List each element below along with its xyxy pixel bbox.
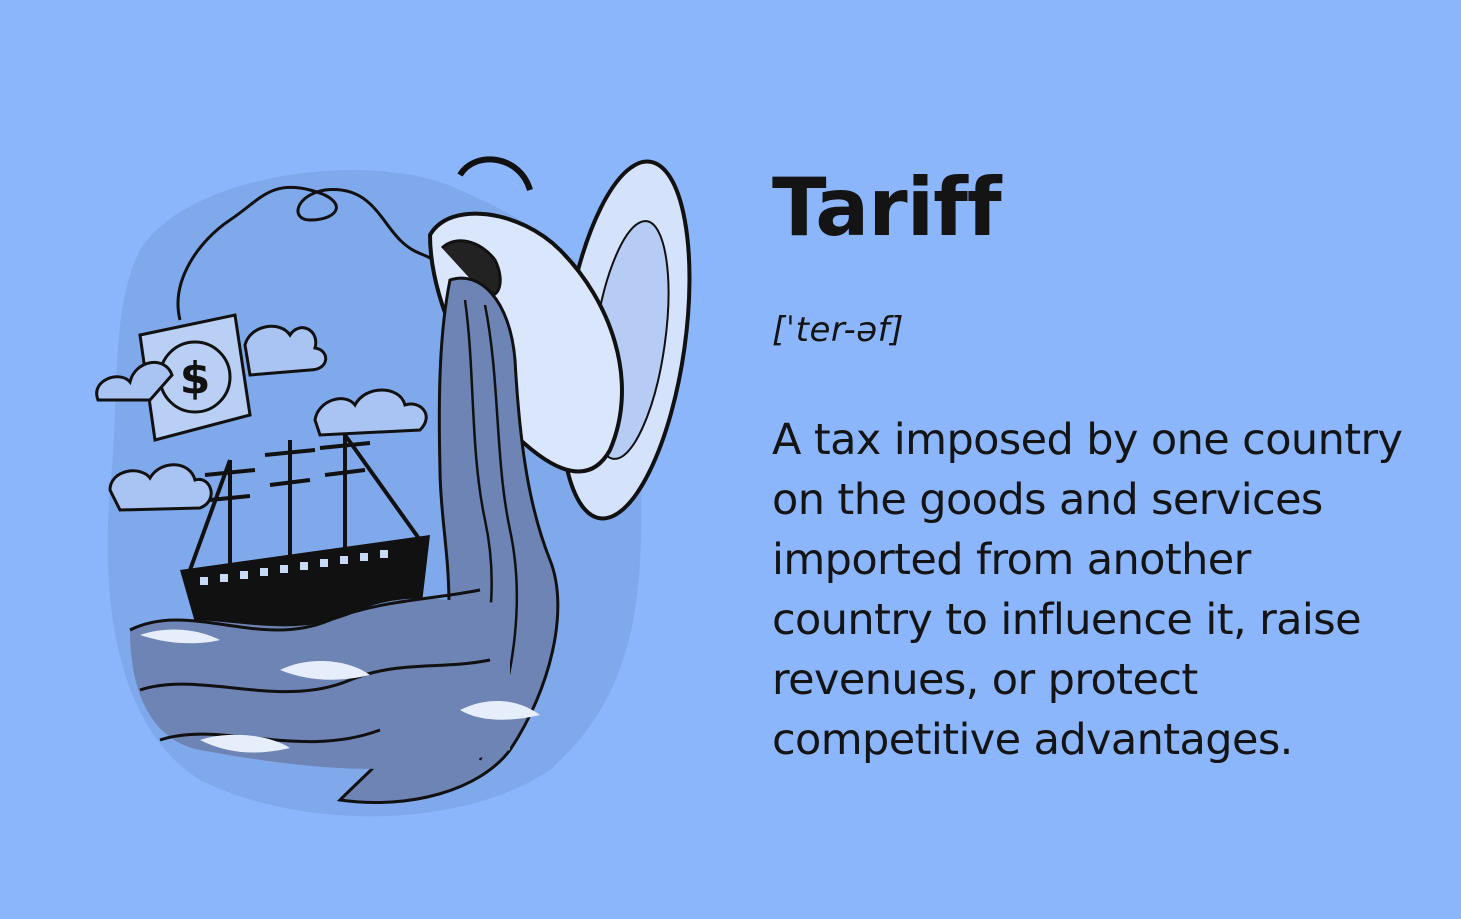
tariff-illustration: $: [95, 156, 692, 817]
wave-icon: [129, 588, 540, 769]
tea-tag-icon: $: [138, 313, 252, 442]
tea-string: [176, 185, 442, 321]
teacup-icon: [427, 156, 624, 474]
definition-card: Tariff [ˈter-əf] A tax imposed by one co…: [772, 168, 1432, 770]
definition-text: A tax imposed by one country on the good…: [772, 415, 1403, 765]
tag-dollar-sign: $: [180, 353, 211, 404]
pronunciation: [ˈter-əf]: [772, 310, 904, 350]
cloud-icon: [95, 324, 428, 512]
term-title: Tariff: [772, 161, 1002, 254]
